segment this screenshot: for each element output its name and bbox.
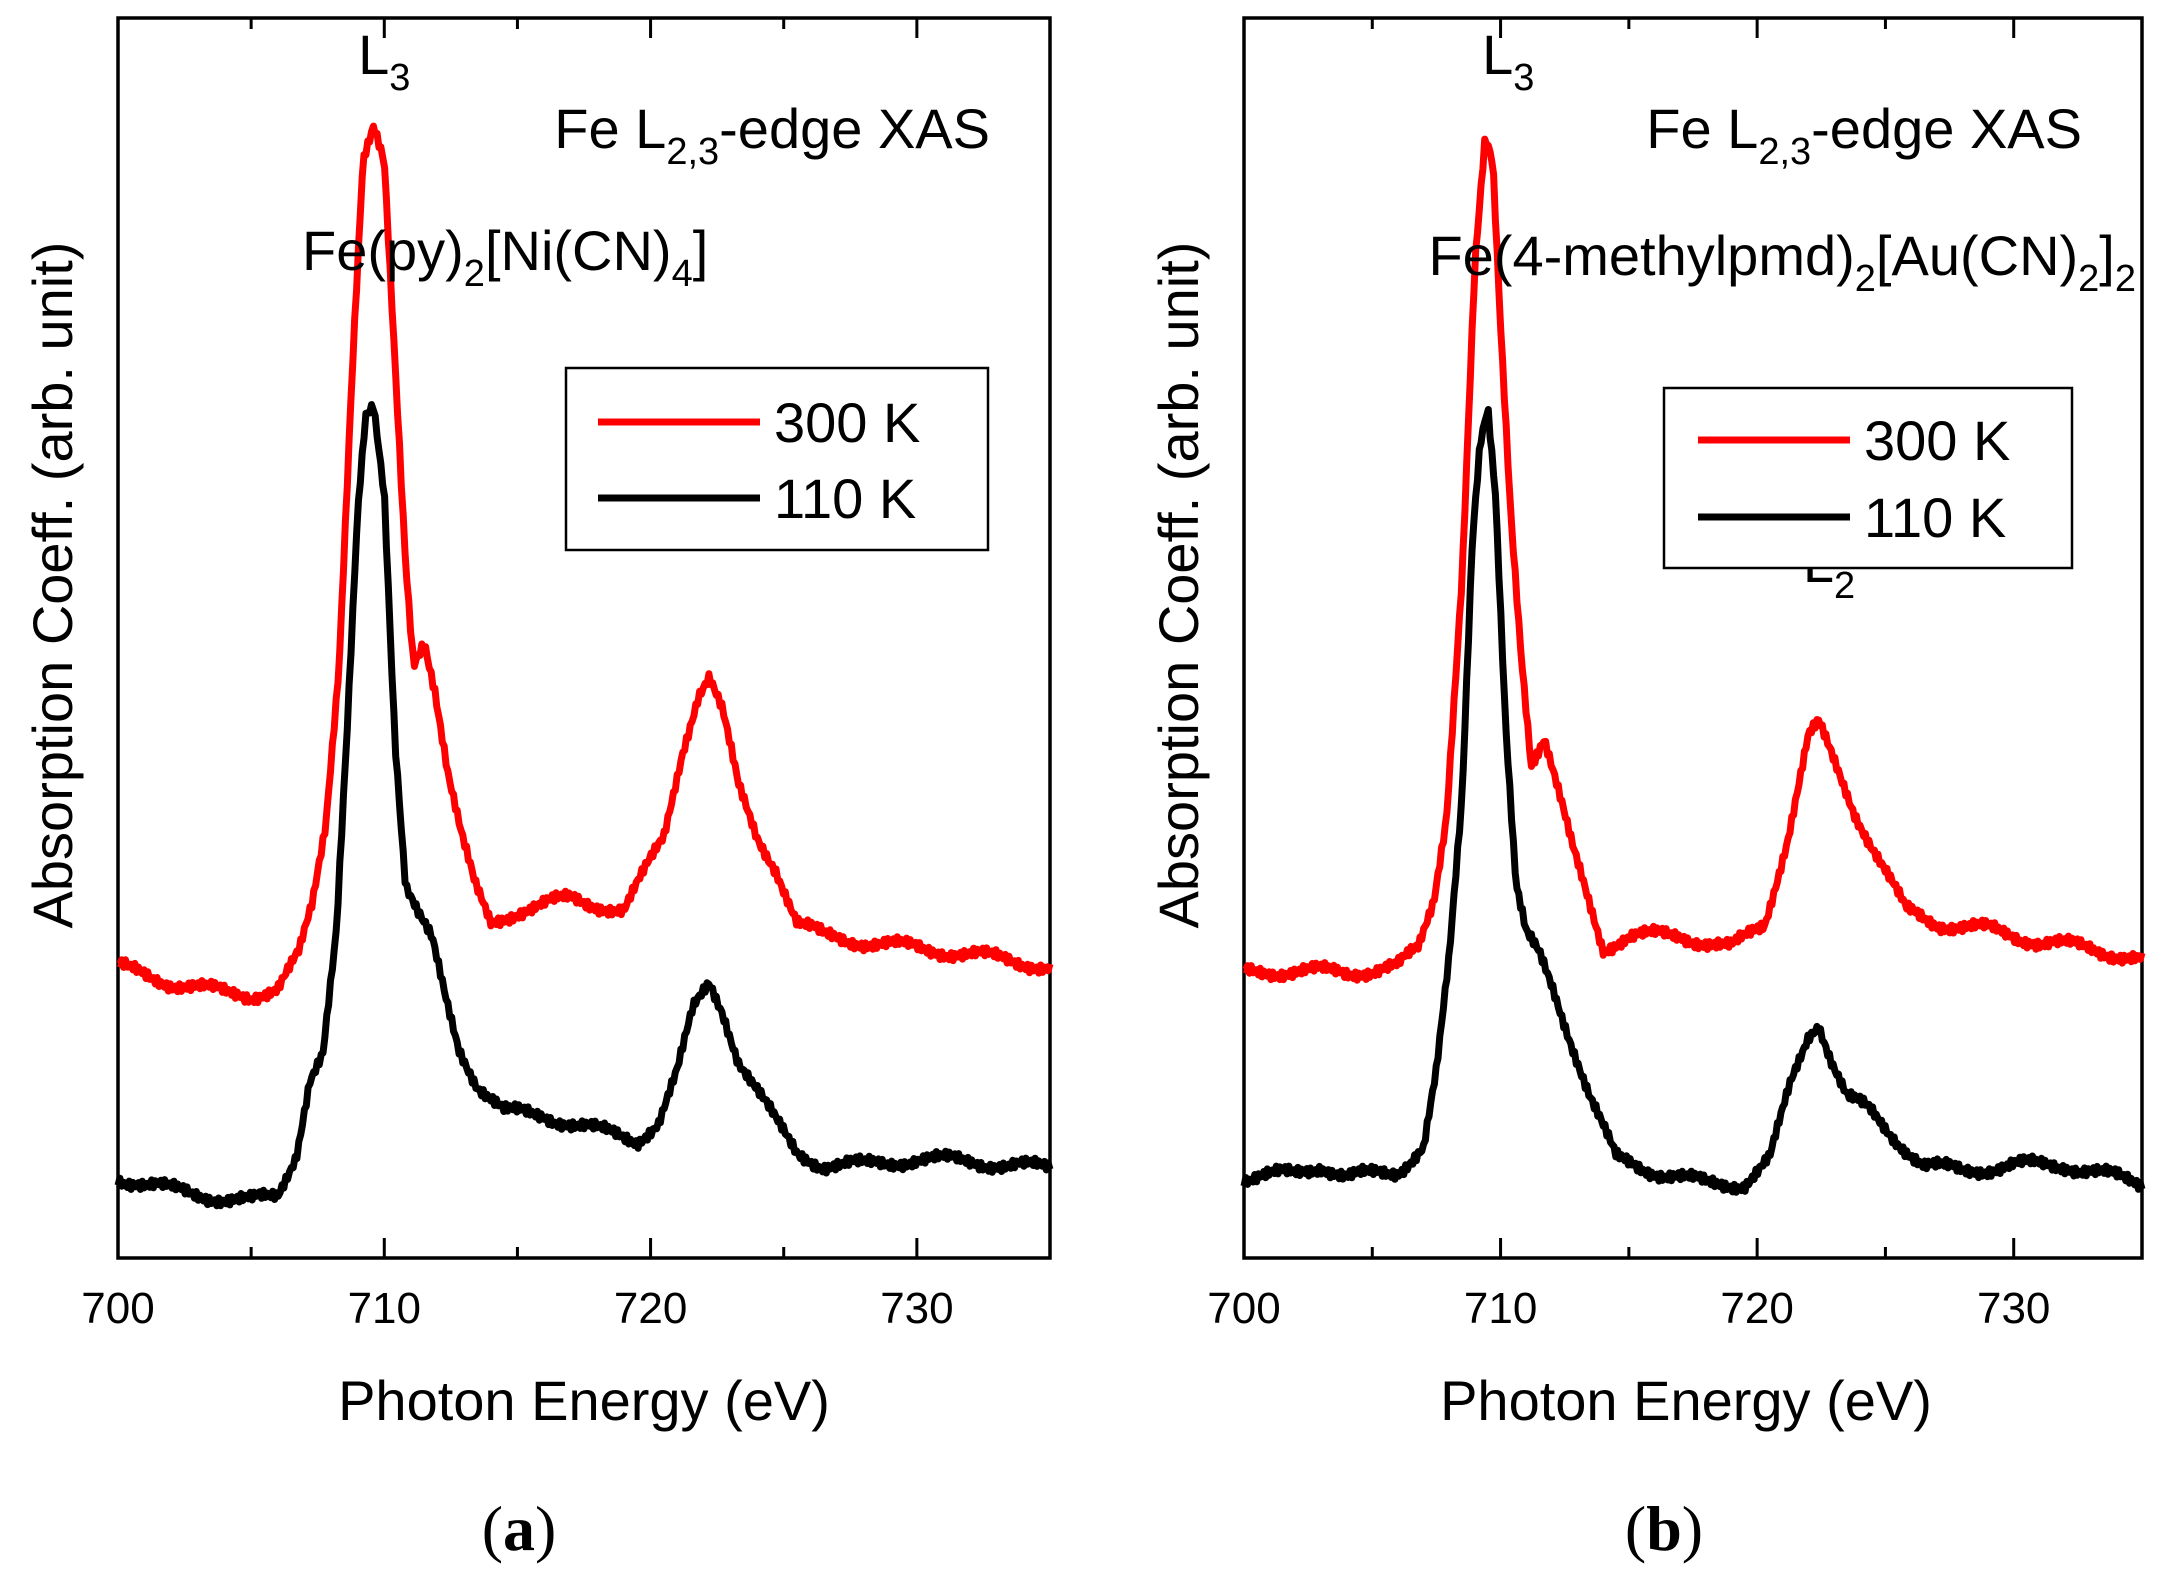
panel-b-x-tick-label: 730 <box>1977 1284 2050 1333</box>
panel-a-x-tick-label: 710 <box>348 1284 421 1333</box>
panel-a-plot-area <box>114 16 1054 1260</box>
panel-b-title-line-2: Fe(4-methylpmd)2[Au(CN)2]2 <box>1428 224 2136 300</box>
panel-b-frame <box>1242 16 2144 1260</box>
panel-b-tick-labels: 700 710 720 730 <box>1207 1284 2050 1333</box>
panel-a-title-line-2: Fe(py)2[Ni(CN)4] <box>302 219 708 295</box>
panel-b-series <box>1240 135 2146 1196</box>
panel-b-x-tick-label: 720 <box>1720 1284 1793 1333</box>
panel-a-ticks <box>116 18 1052 1258</box>
panel-b-peak-label-l3: L3 <box>1482 23 1534 99</box>
panel-b-x-tick-label: 710 <box>1464 1284 1537 1333</box>
panel-b-x-axis-label: Photon Energy (eV) <box>1440 1369 1932 1432</box>
panel-a: 700 710 720 730 Photon Energy (eV) Absor… <box>21 16 1054 1564</box>
panel-a-y-axis-label: Absorption Coeff. (arb. unit) <box>21 242 84 929</box>
panel-a-legend-label-110k: 110 K <box>774 467 916 530</box>
panel-b-title-line-1: Fe L2,3-edge XAS <box>1646 97 2082 173</box>
panel-b-legend: 300 K 110 K <box>1662 386 2074 570</box>
panel-a-legend-label-300k: 300 K <box>774 391 920 454</box>
panel-b-plot-area <box>1240 16 2146 1260</box>
panel-a-x-tick-label: 730 <box>880 1284 953 1333</box>
panel-b-series-110k <box>1240 406 2146 1196</box>
panel-a-series-110k <box>114 401 1054 1210</box>
panel-b-legend-label-110k: 110 K <box>1864 486 2006 549</box>
panel-b-ticks <box>1242 18 2144 1258</box>
panel-a-series-300k <box>116 122 1054 1007</box>
panel-a-title-line-1: Fe L2,3-edge XAS <box>554 97 990 173</box>
panel-b-y-axis-label: Absorption Coeff. (arb. unit) <box>1147 242 1210 929</box>
panel-a-legend: 300 K 110 K <box>564 366 990 552</box>
panel-a-tick-labels: 700 710 720 730 <box>81 1284 953 1333</box>
panel-a-legend-box <box>564 366 990 552</box>
panel-a-x-tick-label: 720 <box>614 1284 687 1333</box>
panel-b-legend-label-300k: 300 K <box>1864 409 2010 472</box>
panel-b-panel-label: (b) <box>1625 1493 1703 1564</box>
panel-a-series <box>114 122 1054 1210</box>
panel-a-panel-label: (a) <box>482 1493 557 1564</box>
panel-b: 700 710 720 730 Photon Energy (eV) Absor… <box>1147 16 2146 1564</box>
panel-a-peak-label-l3: L3 <box>358 23 410 99</box>
panel-a-frame <box>116 16 1052 1260</box>
panel-a-x-axis-label: Photon Energy (eV) <box>338 1369 830 1432</box>
panel-b-x-tick-label: 700 <box>1207 1284 1280 1333</box>
panel-a-x-tick-label: 700 <box>81 1284 154 1333</box>
panel-b-series-300k <box>1242 135 2146 984</box>
panel-b-legend-box <box>1662 386 2074 570</box>
